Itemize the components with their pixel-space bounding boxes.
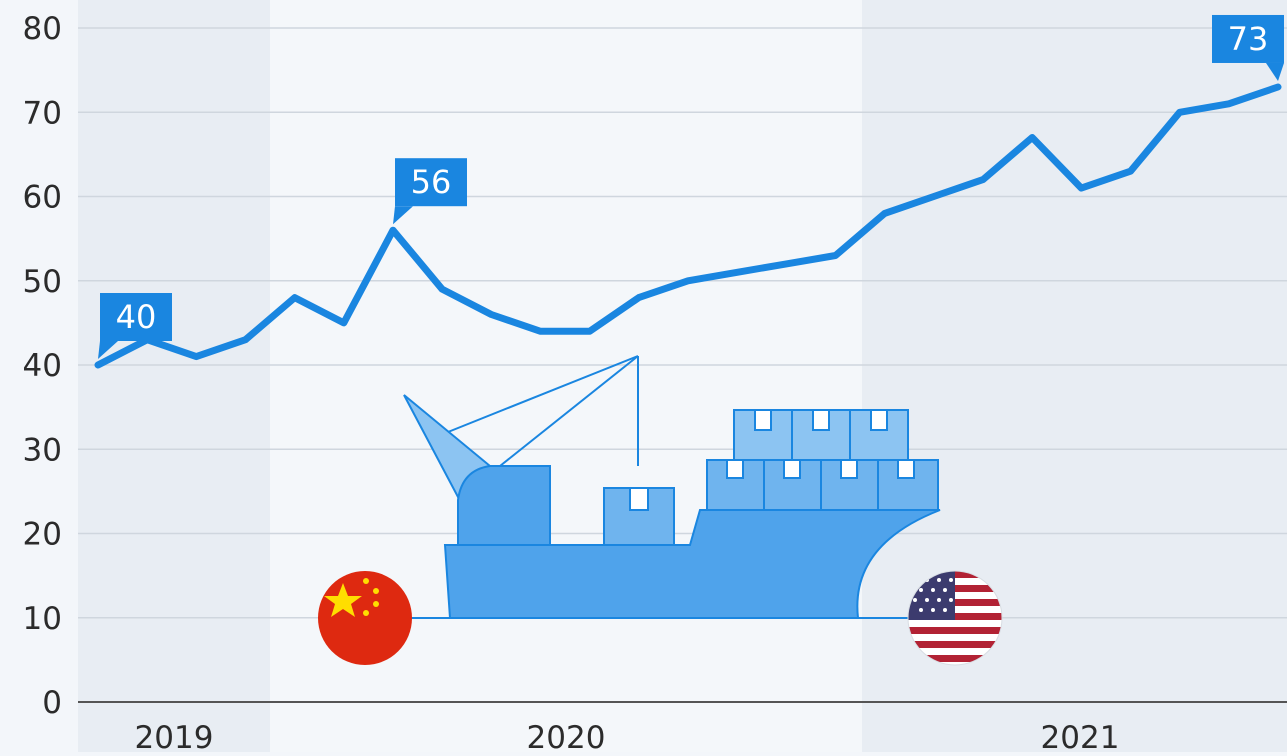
china-flag-icon: [318, 571, 412, 665]
container-stack-lower: [707, 460, 938, 510]
y-tick-label: 30: [23, 432, 62, 468]
y-tick-label: 50: [23, 264, 62, 300]
y-tick-label: 10: [23, 601, 62, 637]
x-axis-label: 2019: [135, 720, 214, 752]
y-tick-label: 20: [23, 517, 62, 553]
container-stack-upper: [734, 410, 908, 460]
y-axis-ticks: 0 10 20 30 40 50 60 70 80: [23, 11, 62, 721]
y-tick-label: 70: [23, 95, 62, 131]
callout-label: 73: [1228, 20, 1269, 58]
y-tick-label: 0: [42, 685, 62, 721]
x-axis-label: 2020: [527, 720, 606, 752]
callout-label: 40: [116, 298, 157, 336]
callout-label: 56: [411, 163, 452, 201]
y-tick-label: 80: [23, 11, 62, 47]
container-label-icon: [630, 488, 648, 510]
ship-cabin-icon: [458, 466, 550, 545]
x-axis-label: 2021: [1041, 720, 1120, 752]
y-tick-label: 60: [23, 180, 62, 216]
y-tick-label: 40: [23, 348, 62, 384]
